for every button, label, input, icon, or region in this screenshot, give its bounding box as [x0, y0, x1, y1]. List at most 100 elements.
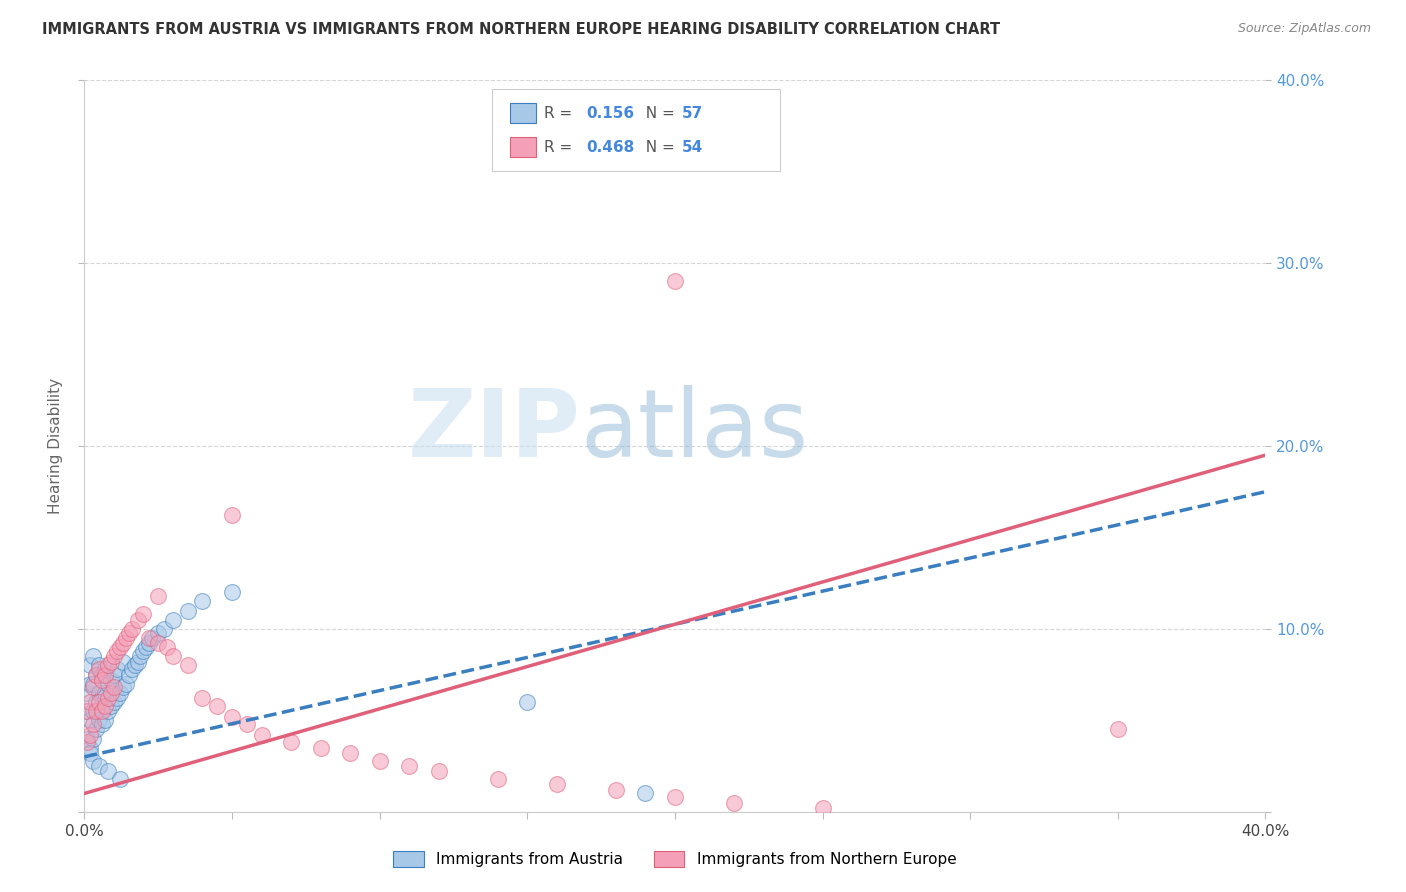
- Point: [135, 640, 157, 655]
- Point: [141, 631, 163, 645]
- Point: [97, 704, 120, 718]
- Point: [105, 691, 128, 706]
- Point: [111, 636, 134, 650]
- Point: [97, 764, 120, 779]
- Point: [191, 691, 214, 706]
- Point: [100, 698, 122, 713]
- Point: [79, 714, 101, 728]
- Point: [108, 772, 131, 786]
- Y-axis label: Hearing Disability: Hearing Disability: [48, 378, 63, 514]
- Point: [114, 676, 136, 690]
- Point: [94, 667, 117, 681]
- Point: [103, 695, 125, 709]
- Point: [79, 658, 101, 673]
- Point: [368, 754, 391, 768]
- Point: [103, 667, 125, 681]
- Point: [191, 594, 214, 608]
- Point: [339, 746, 361, 760]
- Text: R =: R =: [544, 140, 578, 154]
- Point: [664, 275, 686, 289]
- Point: [89, 714, 111, 728]
- Point: [76, 704, 98, 718]
- Point: [148, 589, 170, 603]
- Text: 0.156: 0.156: [586, 106, 634, 120]
- Text: atlas: atlas: [581, 385, 808, 477]
- Point: [79, 740, 101, 755]
- Point: [132, 644, 155, 658]
- Point: [91, 673, 114, 687]
- Point: [103, 649, 125, 664]
- Point: [89, 695, 111, 709]
- Point: [91, 667, 114, 681]
- Text: N =: N =: [636, 106, 679, 120]
- Point: [121, 662, 143, 676]
- Point: [127, 655, 149, 669]
- Point: [97, 676, 120, 690]
- Point: [89, 658, 111, 673]
- Point: [121, 622, 143, 636]
- Point: [76, 731, 98, 746]
- Point: [79, 728, 101, 742]
- Point: [309, 740, 332, 755]
- Point: [76, 704, 98, 718]
- Point: [236, 717, 259, 731]
- Point: [114, 631, 136, 645]
- Point: [156, 640, 179, 655]
- Point: [118, 625, 141, 640]
- Point: [82, 649, 104, 664]
- Point: [605, 782, 627, 797]
- Point: [221, 585, 243, 599]
- Point: [79, 746, 101, 760]
- Point: [250, 728, 273, 742]
- Text: 57: 57: [682, 106, 703, 120]
- Point: [84, 723, 107, 737]
- Point: [82, 717, 104, 731]
- Point: [84, 667, 107, 681]
- Point: [82, 754, 104, 768]
- Point: [94, 686, 117, 700]
- Point: [723, 796, 745, 810]
- Point: [94, 714, 117, 728]
- Point: [205, 698, 228, 713]
- Point: [97, 691, 120, 706]
- Point: [100, 686, 122, 700]
- Point: [91, 717, 114, 731]
- Point: [162, 613, 184, 627]
- Point: [82, 676, 104, 690]
- Point: [118, 667, 141, 681]
- Point: [100, 673, 122, 687]
- Point: [82, 704, 104, 718]
- Point: [108, 640, 131, 655]
- Point: [76, 735, 98, 749]
- Point: [516, 695, 538, 709]
- Point: [82, 681, 104, 695]
- Point: [177, 603, 200, 617]
- Point: [427, 764, 450, 779]
- Point: [89, 662, 111, 676]
- Point: [91, 691, 114, 706]
- Point: [105, 644, 128, 658]
- Text: ZIP: ZIP: [408, 385, 581, 477]
- Point: [103, 681, 125, 695]
- Point: [105, 662, 128, 676]
- Point: [221, 508, 243, 523]
- Point: [89, 686, 111, 700]
- Point: [664, 790, 686, 805]
- Point: [84, 667, 107, 681]
- Point: [127, 613, 149, 627]
- Legend: Immigrants from Austria, Immigrants from Northern Europe: Immigrants from Austria, Immigrants from…: [387, 846, 963, 873]
- Point: [811, 801, 834, 815]
- Text: R =: R =: [544, 106, 578, 120]
- Point: [138, 631, 160, 645]
- Point: [398, 759, 420, 773]
- Point: [486, 772, 509, 786]
- Point: [148, 636, 170, 650]
- Point: [89, 759, 111, 773]
- Text: 54: 54: [682, 140, 703, 154]
- Point: [1107, 723, 1129, 737]
- Point: [79, 676, 101, 690]
- Point: [108, 686, 131, 700]
- Point: [97, 658, 120, 673]
- Point: [94, 662, 117, 676]
- Point: [132, 607, 155, 622]
